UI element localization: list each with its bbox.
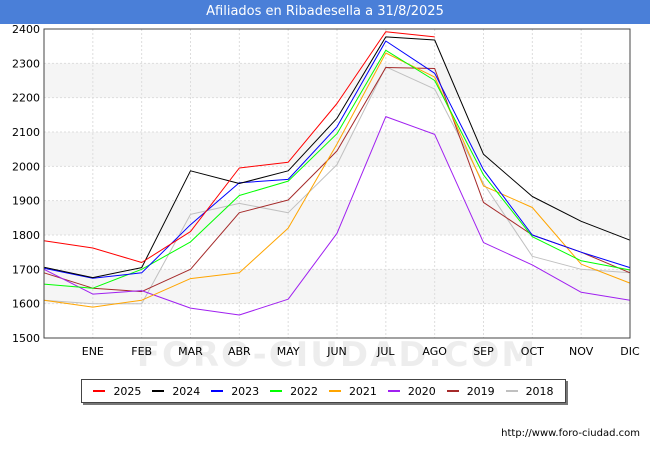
y-tick-label: 2000 — [12, 160, 40, 173]
legend-item-2025: 2025 — [93, 385, 141, 398]
legend-label: 2023 — [231, 384, 260, 398]
x-tick-label: OCT — [521, 345, 544, 358]
x-tick-label: MAR — [178, 345, 203, 358]
series-line-2020 — [43, 116, 631, 316]
x-tick-label: DIC — [620, 345, 640, 358]
grid-band — [44, 63, 630, 98]
series-line-2018 — [43, 66, 631, 305]
legend-label: 2025 — [113, 384, 142, 398]
legend-swatch — [446, 390, 459, 392]
legend-swatch — [328, 390, 341, 392]
legend-item-2018: 2018 — [505, 384, 554, 398]
legend-swatch — [93, 390, 106, 392]
y-tick-label: 2400 — [12, 23, 40, 36]
legend-label: 2024 — [172, 384, 201, 398]
x-tick-label: AGO — [422, 345, 447, 358]
legend-item-2024: 2024 — [152, 385, 200, 398]
legend-label: 2022 — [290, 384, 319, 398]
legend-item-2019: 2019 — [446, 384, 495, 398]
series-line-2025 — [43, 31, 435, 263]
chart-title: Afiliados en Ribadesella a 31/8/2025 — [0, 0, 650, 24]
legend-swatch — [387, 390, 400, 392]
series-line-2022 — [43, 49, 631, 289]
legend-item-2023: 2023 — [211, 385, 259, 398]
x-tick-label: JUN — [326, 345, 347, 358]
legend-swatch — [505, 390, 518, 392]
watermark-text: FORO-CIUDAD.COM — [137, 335, 538, 375]
y-tick-label: 2200 — [12, 92, 40, 105]
legend-item-2022: 2022 — [270, 385, 318, 398]
y-tick-label: 1600 — [12, 298, 40, 311]
legend-item-2021: 2021 — [328, 384, 377, 398]
x-tick-label: JUL — [376, 345, 395, 358]
x-tick-label: ENE — [82, 345, 104, 358]
y-tick-label: 1700 — [12, 263, 40, 276]
chart-legend: 2025 2024 2023 2022 2021 2020 2019 2018 — [81, 379, 566, 403]
x-tick-label: NOV — [569, 345, 594, 358]
x-tick-label: MAY — [277, 345, 300, 358]
legend-label: 2019 — [466, 384, 495, 398]
y-tick-label: 1800 — [12, 229, 40, 242]
y-tick-label: 1500 — [12, 332, 40, 345]
series-line-2023 — [43, 40, 631, 279]
series-line-2021 — [43, 52, 631, 308]
legend-swatch — [270, 390, 283, 392]
legend-swatch — [152, 390, 165, 392]
legend-item-2020: 2020 — [387, 384, 436, 398]
legend-swatch — [211, 390, 224, 392]
y-tick-label: 2300 — [12, 57, 40, 70]
y-tick-label: 2100 — [12, 126, 40, 139]
x-tick-label: FEB — [131, 345, 152, 358]
x-tick-label: SEP — [473, 345, 494, 358]
plot-border — [43, 28, 631, 339]
legend-label: 2018 — [525, 384, 554, 398]
y-tick-label: 1900 — [12, 195, 40, 208]
legend-label: 2021 — [348, 384, 377, 398]
source-url: http://www.foro-ciudad.com — [501, 428, 640, 439]
series-line-2024 — [43, 36, 631, 279]
legend-label: 2020 — [407, 384, 436, 398]
x-tick-label: ABR — [228, 345, 251, 358]
